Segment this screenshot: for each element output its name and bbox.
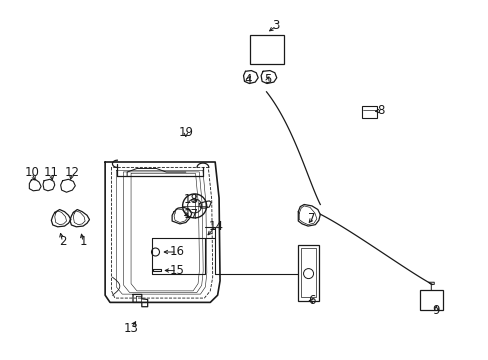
Text: 11: 11 [44, 166, 59, 179]
Text: 8: 8 [376, 104, 384, 117]
Text: 13: 13 [123, 322, 138, 335]
Text: 6: 6 [307, 294, 315, 307]
Text: 4: 4 [244, 73, 252, 86]
Bar [298, 245, 318, 301]
Bar [419, 290, 442, 310]
Bar [250, 35, 283, 64]
Text: 18: 18 [183, 193, 198, 206]
Text: 17: 17 [183, 208, 198, 221]
Text: 2: 2 [59, 235, 66, 248]
Text: 3: 3 [272, 19, 280, 32]
Text: 19: 19 [178, 126, 193, 139]
Text: 15: 15 [169, 264, 184, 277]
Text: 12: 12 [65, 166, 80, 179]
Text: 9: 9 [431, 304, 439, 317]
Bar [301, 248, 315, 297]
Text: 16: 16 [169, 246, 184, 258]
Text: 10: 10 [24, 166, 39, 179]
Text: 5: 5 [264, 73, 271, 86]
Bar [361, 106, 376, 118]
Text: 7: 7 [307, 212, 315, 225]
Text: 14: 14 [208, 220, 223, 233]
Text: 1: 1 [79, 235, 87, 248]
